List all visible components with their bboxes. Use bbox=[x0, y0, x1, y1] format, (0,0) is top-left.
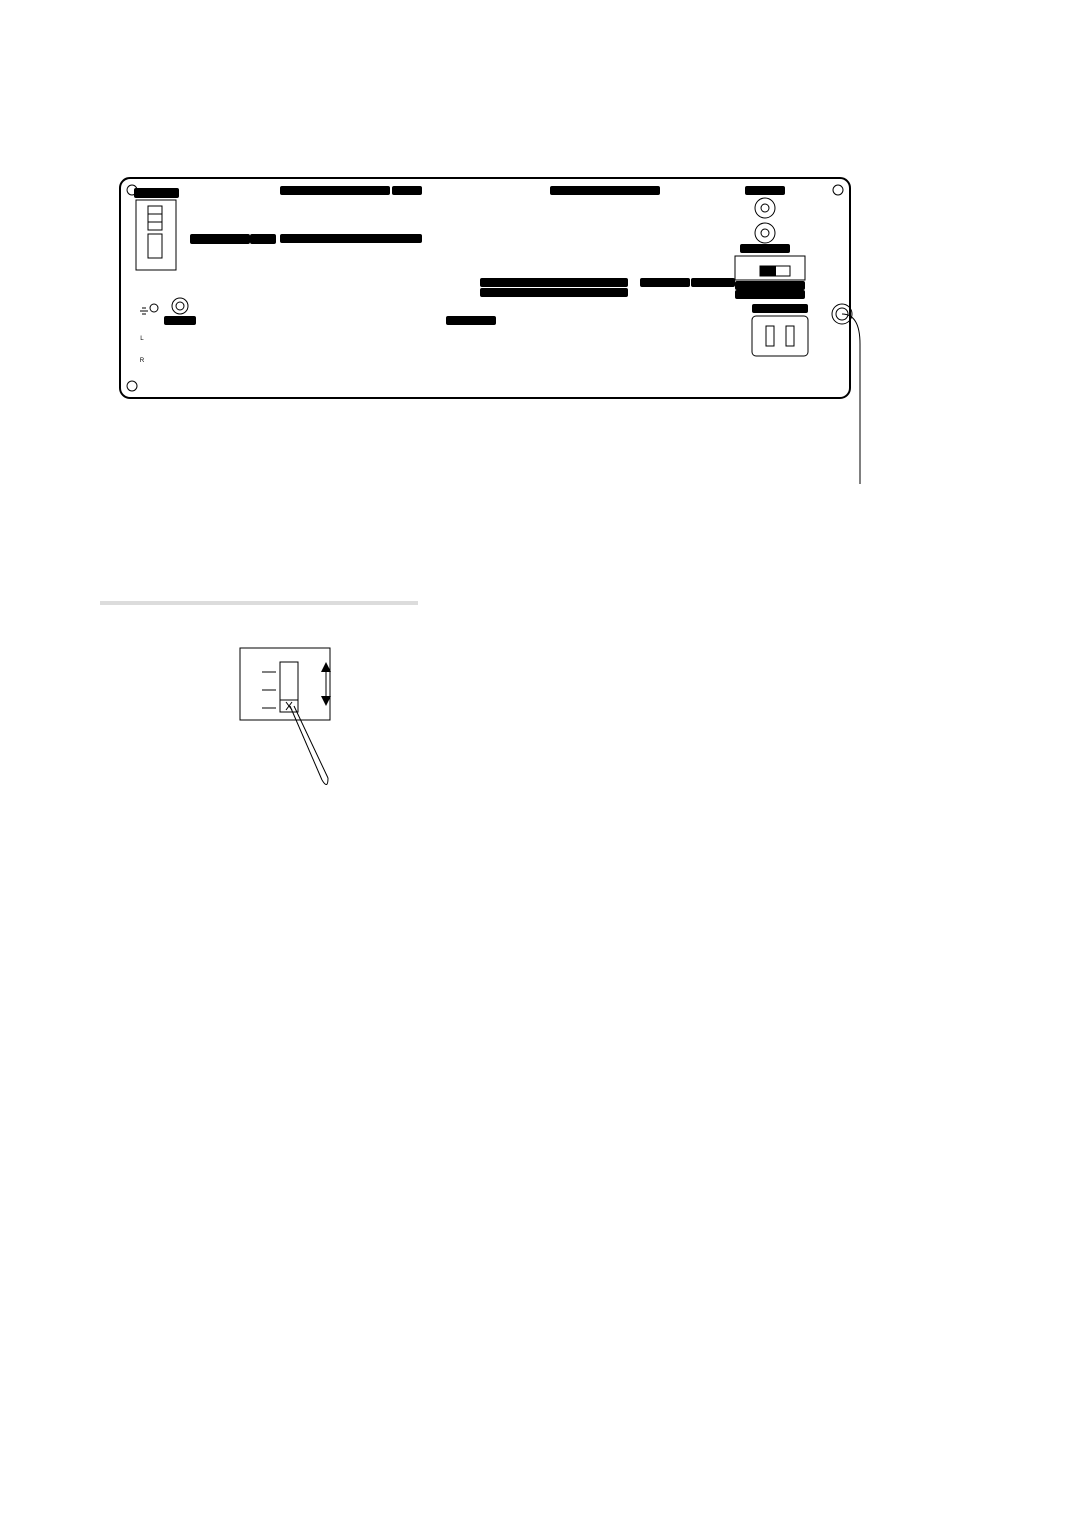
voltage-heading bbox=[100, 601, 418, 605]
rear-panel-diagram: L R bbox=[100, 118, 984, 518]
svg-text:L: L bbox=[140, 335, 144, 342]
voltage-selector-diagram bbox=[230, 642, 984, 792]
svg-text:R: R bbox=[140, 357, 145, 364]
